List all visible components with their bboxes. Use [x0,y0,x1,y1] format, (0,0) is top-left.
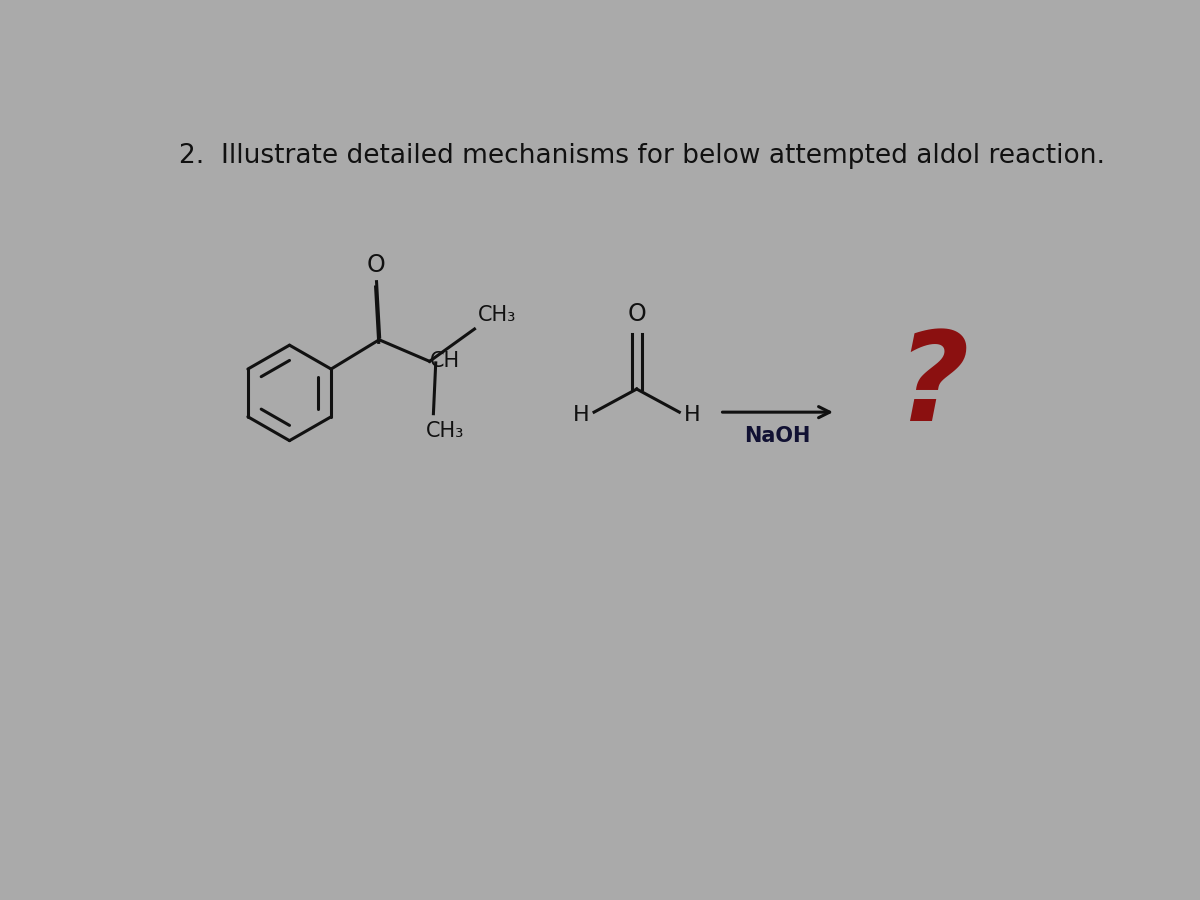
Text: CH₃: CH₃ [426,421,464,441]
Text: H: H [684,405,701,425]
Text: 2.  Illustrate detailed mechanisms for below attempted aldol reaction.: 2. Illustrate detailed mechanisms for be… [180,142,1105,168]
Text: H: H [572,405,589,425]
Text: O: O [628,302,646,326]
Text: CH₃: CH₃ [478,305,516,325]
Text: ?: ? [896,326,970,447]
Text: NaOH: NaOH [744,426,811,446]
Text: O: O [367,253,385,276]
Text: CH: CH [431,351,461,372]
